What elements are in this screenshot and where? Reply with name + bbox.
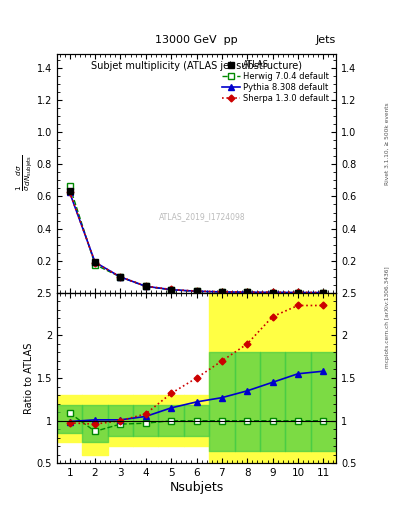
Text: Subjet multiplicity (ATLAS jet substructure): Subjet multiplicity (ATLAS jet substruct… bbox=[91, 61, 302, 71]
Text: ATLAS_2019_I1724098: ATLAS_2019_I1724098 bbox=[159, 212, 245, 221]
Text: Rivet 3.1.10, ≥ 500k events: Rivet 3.1.10, ≥ 500k events bbox=[385, 102, 389, 185]
Y-axis label: $\frac{1}{\sigma}\frac{d\sigma}{dN_{\mathrm{subjets}}}$: $\frac{1}{\sigma}\frac{d\sigma}{dN_{\mat… bbox=[15, 155, 35, 191]
X-axis label: Nsubjets: Nsubjets bbox=[169, 481, 224, 494]
Legend: ATLAS, Herwig 7.0.4 default, Pythia 8.308 default, Sherpa 1.3.0 default: ATLAS, Herwig 7.0.4 default, Pythia 8.30… bbox=[219, 58, 332, 105]
Text: Jets: Jets bbox=[316, 35, 336, 45]
Y-axis label: Ratio to ATLAS: Ratio to ATLAS bbox=[24, 343, 34, 414]
Text: 13000 GeV  pp: 13000 GeV pp bbox=[155, 35, 238, 45]
Text: mcplots.cern.ch [arXiv:1306.3436]: mcplots.cern.ch [arXiv:1306.3436] bbox=[385, 267, 389, 368]
